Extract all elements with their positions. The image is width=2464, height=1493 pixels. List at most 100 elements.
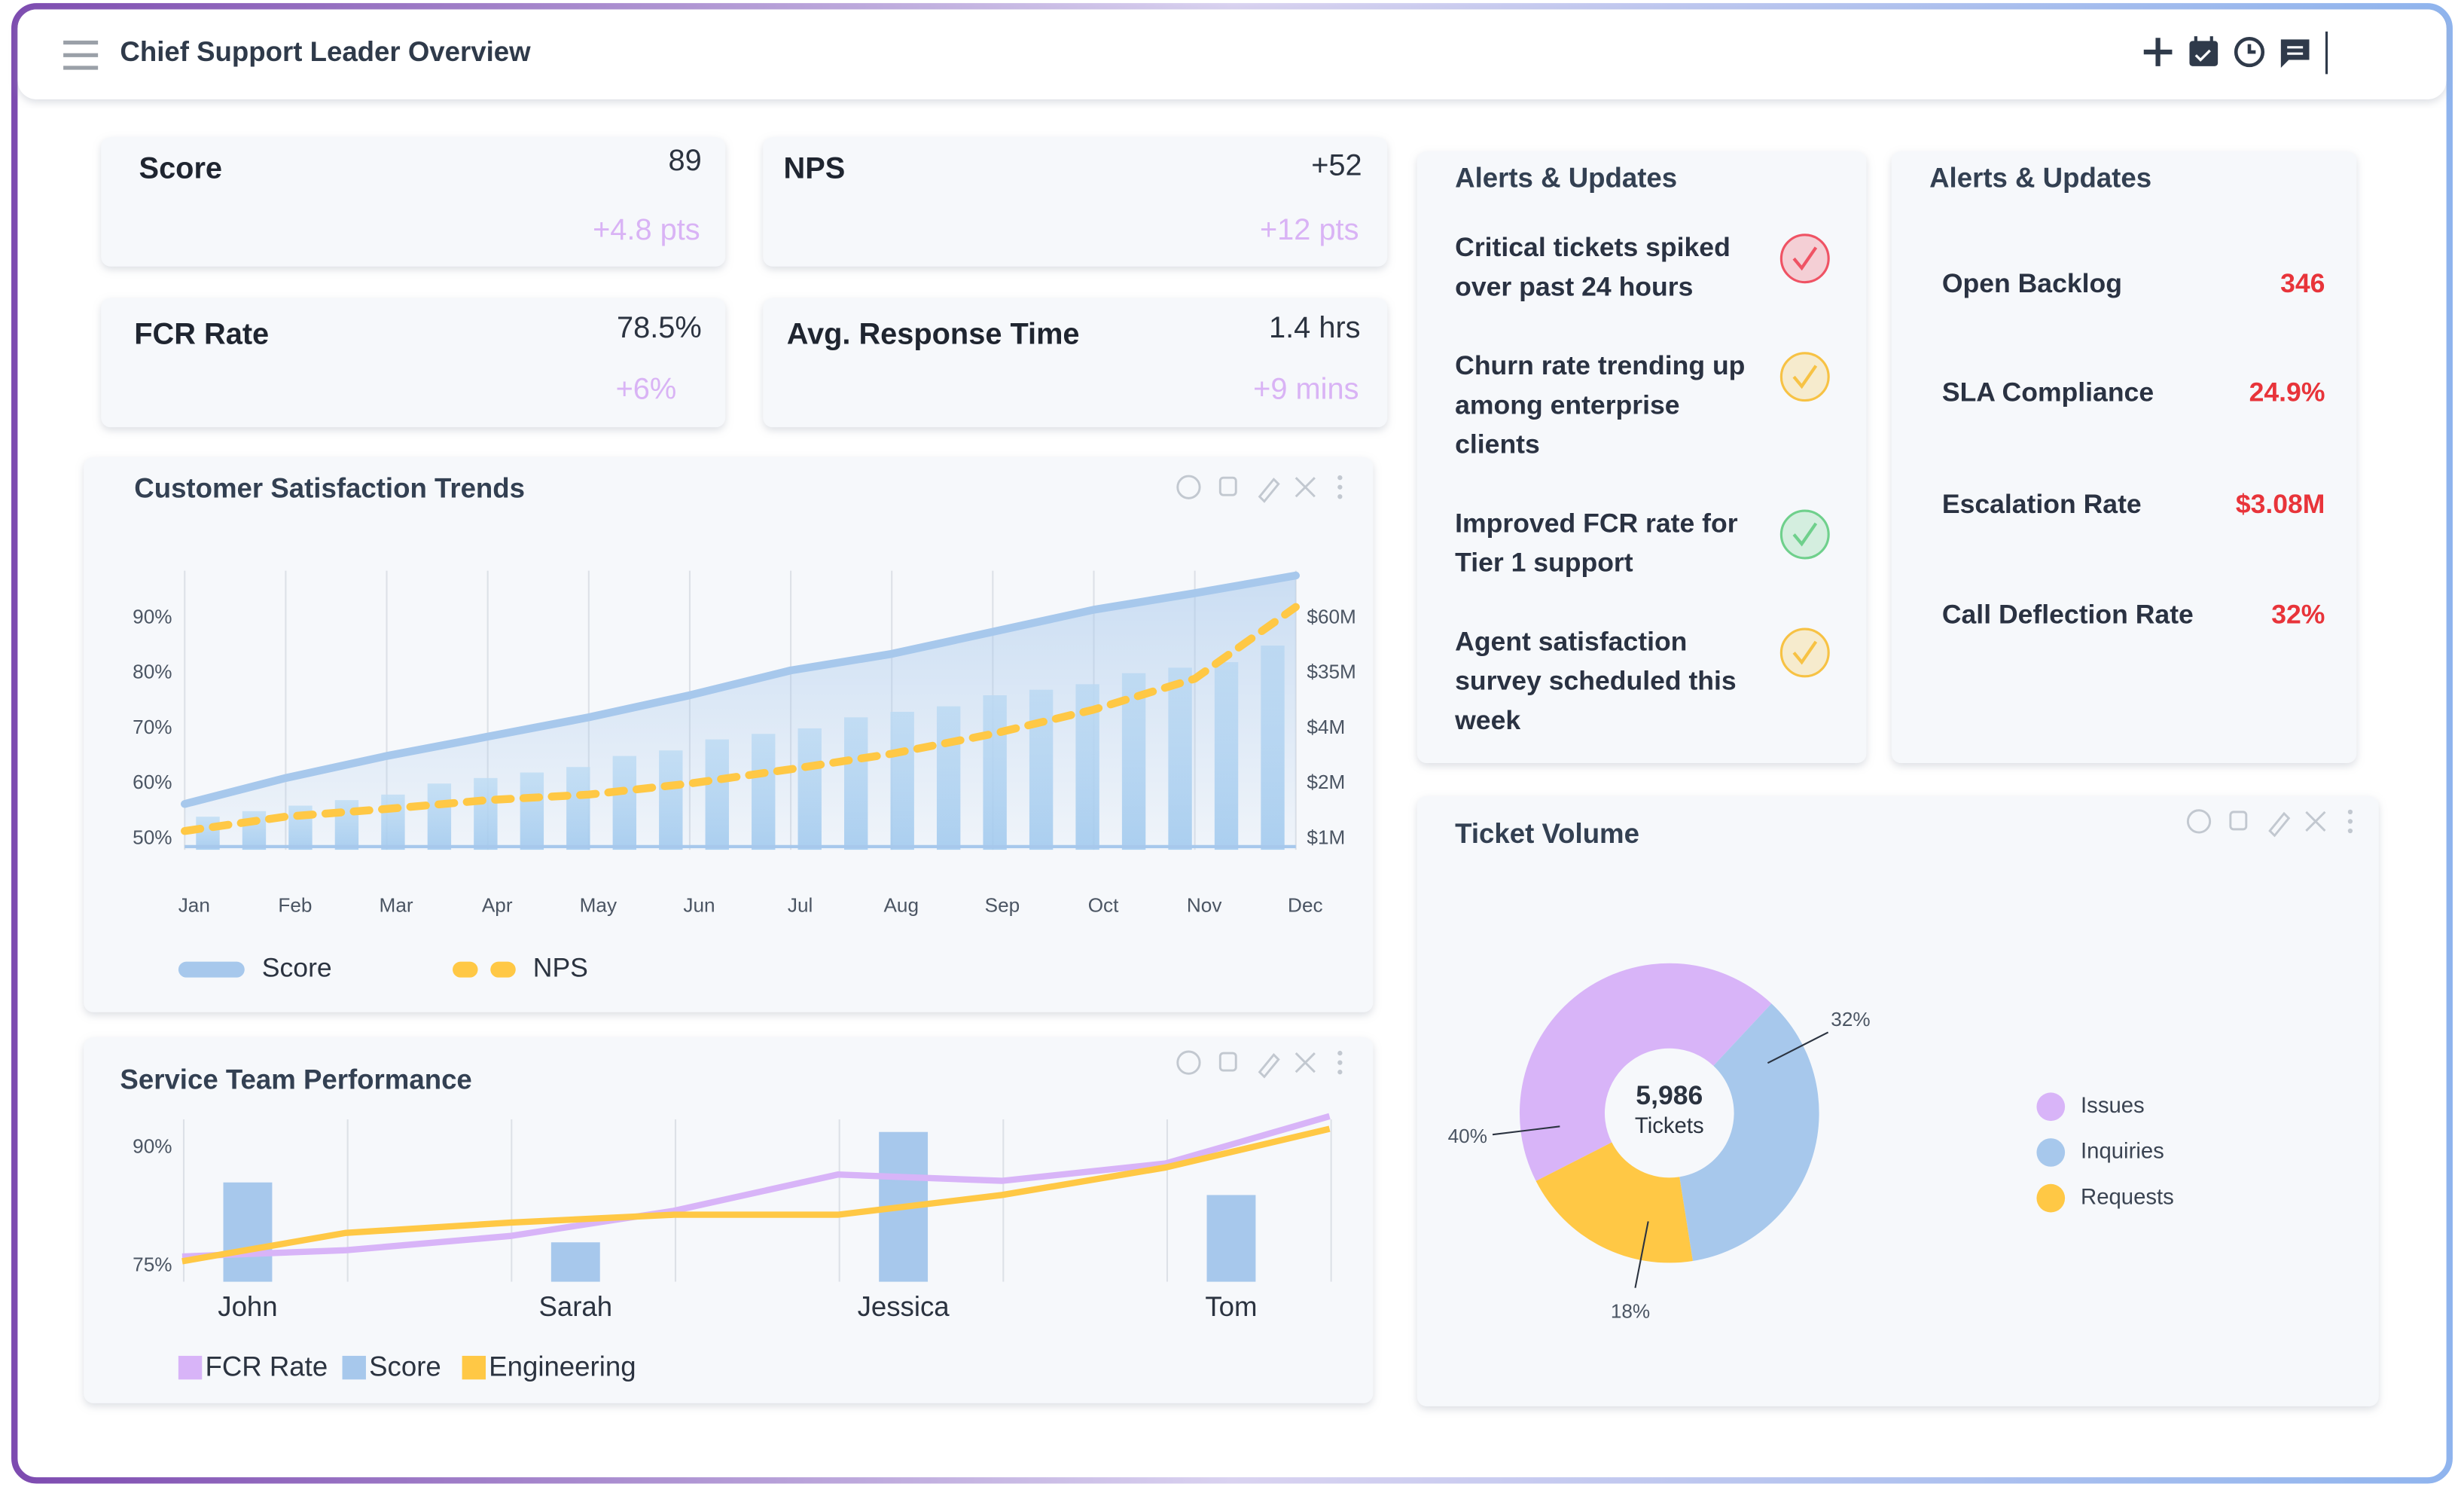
more-button[interactable] [1337, 475, 1343, 481]
leader-line [1767, 1031, 1829, 1064]
x-tick-label: Dec [1288, 893, 1323, 916]
leader-line [1492, 1125, 1560, 1136]
alert-text: clients [1455, 429, 1540, 460]
legend-label: Issues [2081, 1093, 2145, 1118]
status-icon [1779, 352, 1830, 402]
alert-text: Agent satisfaction [1455, 626, 1687, 656]
kpi-value: +52 [1311, 148, 1362, 182]
kpi-value: 1.4 hrs [1269, 311, 1361, 344]
y2-tick-label: $2M [1307, 771, 1345, 793]
more-button[interactable] [1337, 1050, 1343, 1056]
copy-button[interactable] [1218, 1052, 1237, 1072]
more-button[interactable] [1337, 494, 1343, 499]
status-check [1792, 640, 1818, 665]
calendar-button[interactable] [2189, 36, 2219, 66]
alert-text: week [1454, 705, 1520, 735]
alerts-card [1416, 151, 1867, 763]
bar [550, 1242, 600, 1282]
status-check [1792, 246, 1818, 271]
legend-label: Inquiries [2081, 1139, 2164, 1164]
y-tick-label: 75% [133, 1253, 172, 1276]
legend-label: FCR Rate [205, 1351, 328, 1382]
legend-label: Engineering [489, 1351, 636, 1382]
info-button[interactable] [2186, 809, 2212, 834]
more-button[interactable] [1337, 1060, 1343, 1065]
add-button[interactable] [2143, 38, 2173, 66]
kpi-change: +9 mins [1253, 373, 1359, 406]
kpi-card [101, 298, 726, 428]
alert-text: Tier 1 support [1455, 548, 1633, 578]
kpi-label: Avg. Response Time [787, 317, 1080, 350]
close-button[interactable] [2305, 811, 2326, 832]
edit-button[interactable] [1258, 478, 1280, 503]
chart-title: Service Team Performance [120, 1064, 471, 1095]
kpi-change: +4.8 pts [593, 213, 700, 246]
metric-value: $3.08M [2236, 489, 2325, 519]
y-tick-label: 90% [133, 605, 172, 627]
chart-card [84, 1037, 1374, 1403]
edit-button[interactable] [1258, 1052, 1280, 1079]
card-title: Alerts & Updates [1455, 162, 1677, 193]
alert-text: over past 24 hours [1455, 271, 1693, 301]
donut-slice [1519, 963, 1772, 1181]
line [181, 571, 1300, 808]
status-icon [1779, 509, 1830, 560]
line [181, 603, 1300, 835]
metric-value: 32% [2271, 600, 2325, 630]
metrics-card [1891, 151, 2357, 763]
bar [1206, 1195, 1256, 1282]
y2-tick-label: $4M [1307, 716, 1345, 738]
info-button[interactable] [1176, 1050, 1201, 1075]
kpi-card [101, 137, 726, 267]
kpi-value: 89 [669, 144, 702, 177]
x-tick-label: Feb [278, 893, 312, 916]
alert-text: Critical tickets spiked [1455, 232, 1731, 262]
clock-button[interactable] [2234, 36, 2265, 68]
more-button[interactable] [1337, 484, 1343, 490]
area [184, 576, 1296, 850]
legend-swatch [2036, 1092, 2066, 1122]
legend-swatch [2036, 1183, 2066, 1213]
alert-text: survey scheduled this [1455, 666, 1737, 696]
data-label: 18% [1611, 1299, 1650, 1322]
x-tick-label: Nov [1187, 893, 1222, 916]
legend-label: NPS [533, 953, 588, 983]
more-button[interactable] [2347, 828, 2353, 834]
x-tick-label: Oct [1088, 893, 1119, 916]
status-icon [1779, 627, 1830, 678]
status-check [1792, 522, 1818, 547]
more-button[interactable] [1337, 1070, 1343, 1075]
legend-swatch [462, 1355, 486, 1380]
chat-button[interactable] [2280, 39, 2310, 68]
page-title: Chief Support Leader Overview [120, 36, 531, 67]
alert-text: Churn rate trending up [1455, 350, 1745, 380]
x-tick-label: Jessica [858, 1291, 950, 1322]
edit-button[interactable] [2268, 811, 2291, 838]
copy-button[interactable] [2229, 811, 2248, 831]
y-tick-label: 90% [133, 1135, 172, 1158]
kpi-card [763, 298, 1388, 428]
data-label: 40% [1448, 1125, 1487, 1147]
y-tick-label: 60% [133, 771, 172, 793]
menu-button[interactable] [63, 40, 99, 70]
metric-label: Call Deflection Rate [1942, 600, 2194, 630]
info-button[interactable] [1176, 475, 1201, 499]
alert-text: among enterprise [1455, 389, 1679, 420]
copy-button[interactable] [1218, 476, 1237, 496]
card-title: Alerts & Updates [1929, 162, 2151, 193]
y2-tick-label: $1M [1307, 826, 1345, 848]
donut-slice [1535, 1142, 1693, 1263]
metric-value: 346 [2280, 268, 2325, 298]
data-label: 32% [1831, 1008, 1870, 1030]
more-button[interactable] [2347, 819, 2353, 824]
alert-text: Improved FCR rate for [1455, 508, 1738, 538]
more-button[interactable] [2347, 809, 2353, 814]
kpi-label: NPS [784, 152, 846, 185]
legend-swatch [178, 961, 245, 978]
kpi-label: Score [139, 152, 222, 185]
close-button[interactable] [1295, 477, 1316, 498]
close-button[interactable] [1295, 1052, 1316, 1073]
x-tick-label: Jan [178, 893, 210, 916]
metric-label: SLA Compliance [1942, 377, 2154, 408]
